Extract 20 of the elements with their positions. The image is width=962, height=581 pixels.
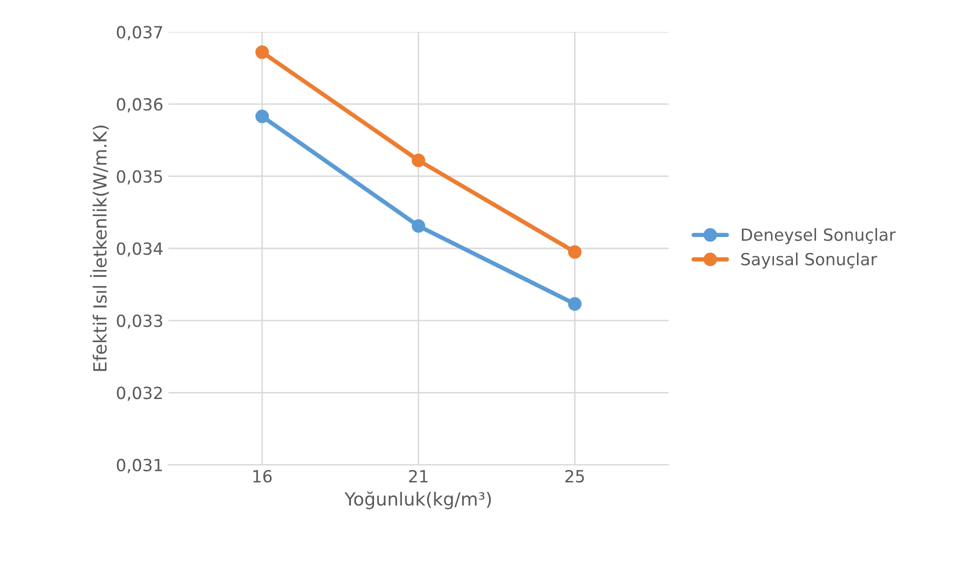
legend-label: Sayısal Sonuçlar: [741, 252, 878, 269]
y-axis-title: Efektif Isıl İletkenlik(W/m.K): [90, 126, 109, 371]
y-tick-label: 0,033: [116, 314, 162, 329]
point: [568, 297, 582, 311]
y-tick-label: 0,037: [116, 26, 162, 40]
x-tick-label: 25: [565, 470, 584, 483]
y-tick-label: 0,032: [116, 386, 162, 401]
point: [255, 45, 269, 59]
y-tick-label: 0,036: [116, 98, 162, 112]
point: [412, 154, 426, 168]
point: [412, 219, 426, 233]
y-tick-label: 0,034: [116, 242, 163, 257]
x-axis-title: Yoğunluk(kg/m³): [344, 491, 491, 510]
x-tick-label: 16: [253, 470, 272, 483]
legend-label: Deneysel Sonuçlar: [742, 228, 896, 244]
y-tick-label: 0,035: [116, 170, 162, 185]
point: [255, 110, 269, 124]
x-tick-label: 21: [409, 470, 428, 482]
y-tick-label: 0,031: [116, 458, 162, 474]
point: [568, 245, 582, 259]
